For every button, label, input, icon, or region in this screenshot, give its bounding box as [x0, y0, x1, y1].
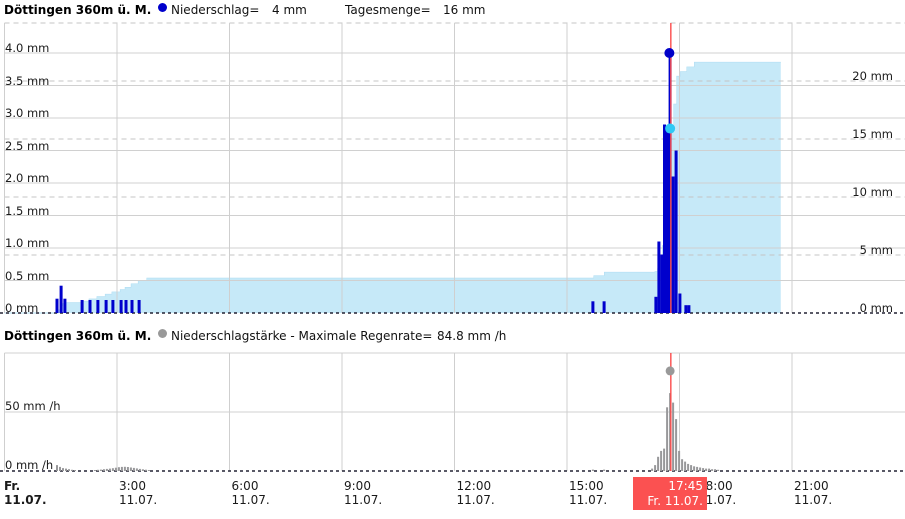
- precipitation-legend-dot-icon: [158, 3, 167, 12]
- rain-rate-bar: [693, 466, 696, 471]
- precipitation-bar: [111, 300, 115, 313]
- precipitation-bar: [124, 300, 128, 313]
- rain-rate-bar: [147, 470, 150, 471]
- rain-rate-bar: [651, 468, 654, 471]
- current-date: Fr. 11.07.: [647, 494, 703, 508]
- precipitation-bar: [671, 176, 675, 313]
- rain-rate-bar: [591, 469, 594, 471]
- rain-rate-bar: [675, 419, 678, 471]
- precipitation-bar: [602, 301, 606, 313]
- precipitation-bar: [59, 285, 63, 313]
- rain-rate-bar: [708, 468, 711, 471]
- rain-rate-bar: [71, 469, 73, 471]
- precipitation-bar: [684, 305, 688, 313]
- daily-total-area: [4, 62, 781, 314]
- rain-rate-bar: [696, 466, 699, 471]
- rain-rate-bar: [681, 459, 684, 471]
- precipitation-bar: [591, 301, 595, 313]
- precipitation-marker-dot: [664, 48, 675, 58]
- rain-rate-bar: [135, 468, 138, 471]
- rain-rate-bar: [74, 470, 76, 471]
- rain-rate-bar: [62, 468, 64, 471]
- rain-rate-bar: [699, 467, 702, 471]
- rain-rate-bar: [657, 456, 660, 471]
- precipitation-bar: [119, 300, 123, 313]
- rain-rate-bar: [114, 467, 117, 471]
- rain-rate-bar: [690, 465, 693, 471]
- rain-rate-bar: [717, 469, 720, 471]
- rain-rate-bar: [669, 393, 672, 471]
- rain-rate-bar: [126, 467, 129, 471]
- chart2-header: Döttingen 360m ü. M. Niederschlagstärke …: [0, 326, 905, 348]
- precipitation-bar: [104, 300, 108, 313]
- precipitation-bar: [687, 305, 691, 313]
- rain-rate-bar: [65, 468, 67, 471]
- precipitation-bar: [63, 298, 67, 313]
- rain-rate-bar: [56, 465, 58, 471]
- rain-rate-bar: [111, 468, 114, 471]
- precipitation-bar: [654, 296, 658, 314]
- rain-rate-bar: [687, 463, 690, 471]
- station-name: Döttingen 360m ü. M.: [4, 3, 152, 17]
- rain-rate-bar: [129, 467, 132, 471]
- current-time-marker-box: 17:45 Fr. 11.07.: [633, 477, 707, 510]
- rain-rate-bar: [102, 469, 105, 471]
- precipitation-bar: [88, 300, 92, 313]
- rain-rate-bar: [120, 466, 123, 471]
- precipitation-legend-label: Niederschlag=: [171, 3, 260, 17]
- rain-rate-legend-label: Niederschlagstärke - Maximale Regenrate=: [171, 329, 433, 343]
- rain-rate-bar: [96, 469, 99, 471]
- chart1-header: Döttingen 360m ü. M. Niederschlag= 4 mm …: [0, 0, 905, 22]
- rain-rate-bar: [59, 466, 61, 471]
- rain-rate-bar: [108, 468, 111, 471]
- rain-rate-bar: [714, 469, 717, 471]
- station-name: Döttingen 360m ü. M.: [4, 329, 152, 343]
- rain-rate-bar: [666, 407, 669, 471]
- precipitation-bar: [666, 127, 669, 314]
- rain-rate-bar: [672, 402, 675, 471]
- rain-rate-bar: [99, 469, 102, 471]
- precipitation-current-value: 4 mm: [272, 3, 307, 17]
- precipitation-bar: [657, 241, 661, 313]
- precipitation-bar: [663, 124, 666, 313]
- current-time: 17:45: [668, 479, 703, 493]
- rain-rate-bar: [132, 467, 135, 471]
- daily-total-label: Tagesmenge=: [345, 3, 431, 17]
- rain-rate-bar: [711, 469, 714, 471]
- daily-total-marker-dot: [665, 123, 676, 134]
- rain-rate-bar: [678, 450, 681, 471]
- rain-rate-bar: [117, 467, 120, 471]
- rain-rate-bar: [144, 469, 147, 471]
- rain-rate-bar: [105, 468, 108, 471]
- rain-rate-bar: [141, 469, 144, 471]
- rain-rate-bar: [684, 461, 687, 471]
- rain-rate-bar: [138, 468, 141, 471]
- rain-rate-bar: [660, 450, 663, 471]
- daily-total-value: 16 mm: [443, 3, 486, 17]
- precipitation-bar: [96, 300, 100, 313]
- rain-rate-bar: [663, 448, 666, 471]
- rain-rate-bar: [68, 469, 70, 471]
- rain-rate-bar: [603, 469, 606, 471]
- rain-rate-bar: [93, 470, 96, 471]
- rain-rate-max-value: 84.8 mm /h: [437, 329, 507, 343]
- precipitation-bar: [137, 300, 141, 313]
- rain-rate-bar: [654, 465, 657, 471]
- precipitation-bar: [678, 293, 682, 313]
- rain-rate-bar: [705, 468, 708, 471]
- rain-rate-bar: [123, 466, 126, 471]
- rain-rate-legend-dot-icon: [158, 329, 167, 338]
- precipitation-bar: [80, 300, 84, 313]
- rain-rate-bar: [702, 468, 705, 471]
- precipitation-bar: [674, 150, 678, 313]
- precipitation-bar: [660, 254, 664, 313]
- rain-rate-marker-dot: [665, 366, 675, 376]
- precipitation-bar: [130, 300, 134, 313]
- precipitation-bar: [55, 298, 59, 313]
- precipitation-bar: [668, 53, 672, 313]
